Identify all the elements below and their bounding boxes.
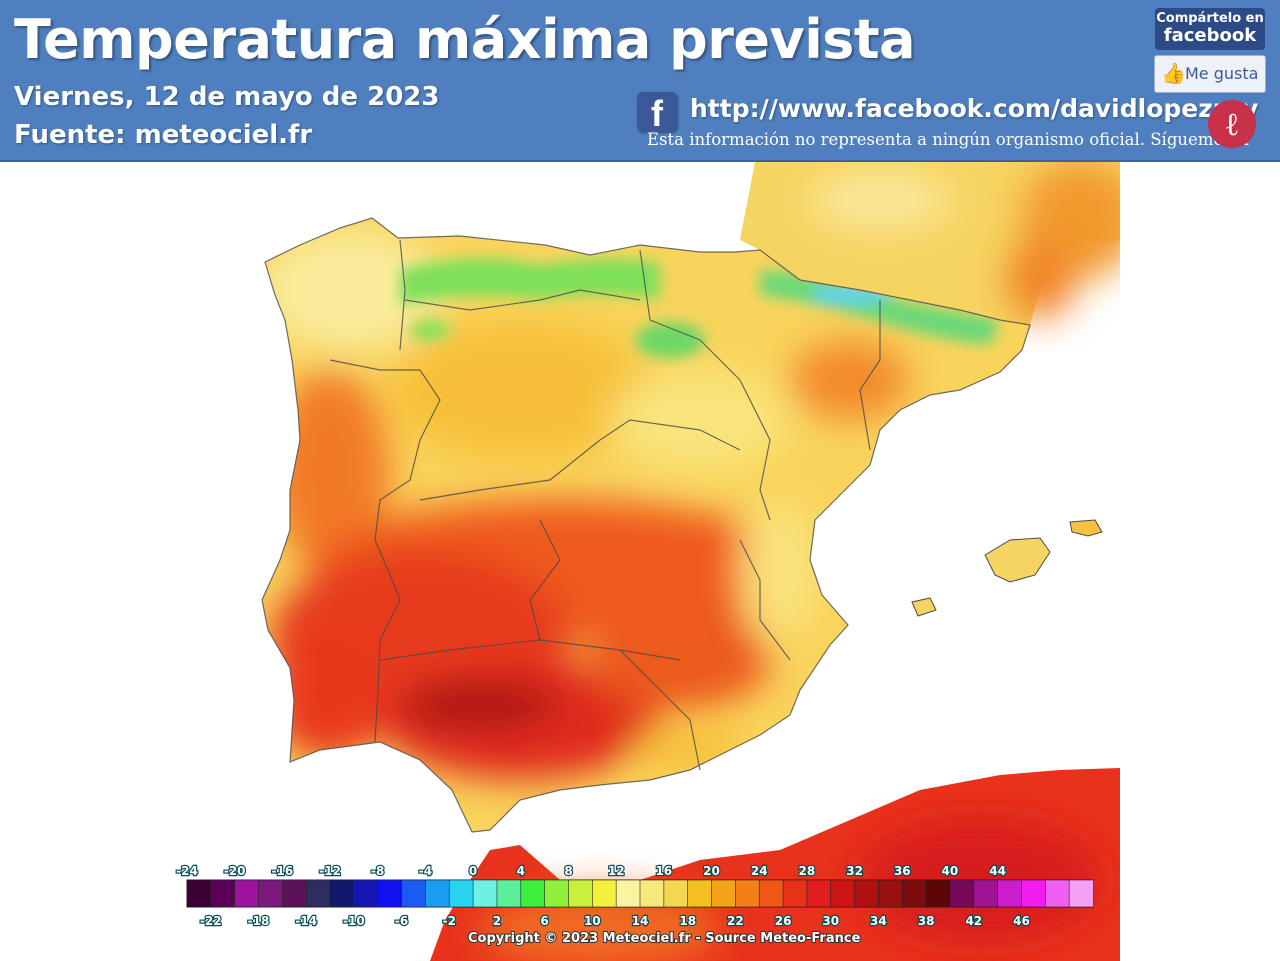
legend-swatch <box>973 879 999 908</box>
legend-bottom-tick-label: 38 <box>918 914 935 928</box>
legend-bottom-tick-label: 34 <box>870 914 887 928</box>
legend-swatch <box>758 879 784 908</box>
legend-swatch <box>568 879 594 908</box>
legend-top-tick-label: 8 <box>564 864 572 878</box>
page-title: Temperatura máxima prevista <box>14 8 916 71</box>
facebook-link[interactable]: http://www.facebook.com/davidlopezrey <box>690 94 1259 123</box>
legend-top-tick-label: 12 <box>608 864 625 878</box>
legend-top-tick-label: 4 <box>517 864 525 878</box>
legend-bottom-tick-label: -14 <box>295 914 317 928</box>
legend-swatch <box>830 879 856 908</box>
legend-swatch <box>615 879 641 908</box>
legend-bottom-tick-label: 42 <box>965 914 982 928</box>
temperature-map: -24 -20 -16 -12 -8 -4 0 4 8 12 16 20 24 28 32 36 40 44 -2… <box>175 162 1120 961</box>
legend-top-tick-label: -8 <box>371 864 384 878</box>
temperature-legend: -24 -20 -16 -12 -8 -4 0 4 8 12 16 20 24 28 32 36 40 44 -2… <box>175 863 1094 929</box>
legend-swatch <box>282 879 308 908</box>
legend-top-tick-label: -12 <box>319 864 341 878</box>
legend-top-tick-label: -24 <box>176 864 198 878</box>
legend-bottom-tick-label: 18 <box>679 914 696 928</box>
legend-swatch <box>925 879 951 908</box>
legend-swatch <box>234 879 260 908</box>
legend-swatch <box>735 879 761 908</box>
legend-top-tick-label: 36 <box>894 864 911 878</box>
legend-swatch <box>1068 879 1094 908</box>
legend-swatch <box>663 879 689 908</box>
dlr-logo-icon[interactable]: ℓ <box>1208 100 1256 148</box>
legend-swatch <box>472 879 498 908</box>
legend-swatch <box>377 879 403 908</box>
france-region <box>740 162 1120 325</box>
legend-top-tick-label: 40 <box>942 864 959 878</box>
legend-swatch <box>258 879 284 908</box>
facebook-icon[interactable]: f <box>637 92 677 134</box>
north-africa-region <box>430 768 1120 961</box>
legend-swatch <box>210 879 236 908</box>
legend-bottom-tick-label: -6 <box>395 914 408 928</box>
data-source: Fuente: meteociel.fr <box>14 120 313 150</box>
legend-swatch <box>1021 879 1047 908</box>
legend-swatch <box>592 879 617 908</box>
legend-bottom-tick-label: 14 <box>632 914 649 928</box>
legend-top-tick-label: 0 <box>469 864 477 878</box>
disclaimer-text: Esta información no representa a ningún … <box>647 130 1249 149</box>
legend-top-tick-label: 28 <box>799 864 816 878</box>
legend-bottom-tick-label: 2 <box>493 914 501 928</box>
share-facebook-button[interactable]: Compártelo en facebook <box>1155 8 1265 50</box>
legend-swatch <box>186 879 212 908</box>
legend-swatch <box>901 879 927 908</box>
legend-top-tick-label: -16 <box>272 864 294 878</box>
legend-bottom-tick-label: -22 <box>200 914 222 928</box>
legend-swatch <box>425 879 451 908</box>
legend-swatch <box>448 879 474 908</box>
legend-swatch <box>401 879 427 908</box>
header-banner: Temperatura máxima prevista Viernes, 12 … <box>0 0 1280 162</box>
legend-bottom-tick-label: 30 <box>822 914 839 928</box>
legend-bottom-tick-label: 22 <box>727 914 744 928</box>
iberian-peninsula <box>262 218 1030 832</box>
legend-bottom-tick-label: -2 <box>443 914 456 928</box>
legend-bottom-tick-label: 26 <box>775 914 792 928</box>
legend-swatch <box>854 879 880 908</box>
legend-top-tick-label: 32 <box>846 864 863 878</box>
region-borders <box>261 217 1031 833</box>
legend-bottom-tick-label: 6 <box>540 914 548 928</box>
copyright-text: Copyright © 2023 Meteociel.fr - Source M… <box>468 931 861 946</box>
legend-bottom-tick-label: 10 <box>584 914 601 928</box>
legend-top-tick-label: 20 <box>703 864 720 878</box>
legend-top-tick-label: -4 <box>419 864 432 878</box>
forecast-date: Viernes, 12 de mayo de 2023 <box>14 82 440 112</box>
legend-top-tick-label: 16 <box>655 864 672 878</box>
legend-swatch <box>782 879 808 908</box>
legend-swatch <box>711 879 737 908</box>
legend-top-tick-label: 24 <box>751 864 768 878</box>
legend-swatch <box>305 879 331 908</box>
legend-swatch <box>1045 879 1070 908</box>
legend-swatch <box>496 879 522 908</box>
legend-top-tick-label: -20 <box>224 864 246 878</box>
legend-swatch <box>878 879 904 908</box>
legend-bottom-tick-label: 46 <box>1013 914 1030 928</box>
thumbs-up-icon: 👍 <box>1161 61 1186 85</box>
share-label: Compártelo en <box>1156 11 1264 26</box>
legend-bottom-tick-label: -18 <box>248 914 270 928</box>
legend-swatch <box>639 879 665 908</box>
legend-top-tick-label: 44 <box>989 864 1006 878</box>
legend-swatch <box>520 879 546 908</box>
like-button[interactable]: 👍 Me gusta <box>1154 55 1266 93</box>
legend-swatch <box>544 879 570 908</box>
legend-swatch <box>997 879 1023 908</box>
legend-swatch <box>806 879 832 908</box>
share-brand: facebook <box>1163 25 1257 46</box>
legend-swatch <box>329 879 355 908</box>
legend-swatch <box>353 879 379 908</box>
legend-swatch <box>949 879 975 908</box>
like-label: Me gusta <box>1185 64 1259 83</box>
legend-bottom-tick-label: -10 <box>343 914 365 928</box>
legend-swatch <box>687 879 713 908</box>
balearic-islands <box>911 519 1103 617</box>
